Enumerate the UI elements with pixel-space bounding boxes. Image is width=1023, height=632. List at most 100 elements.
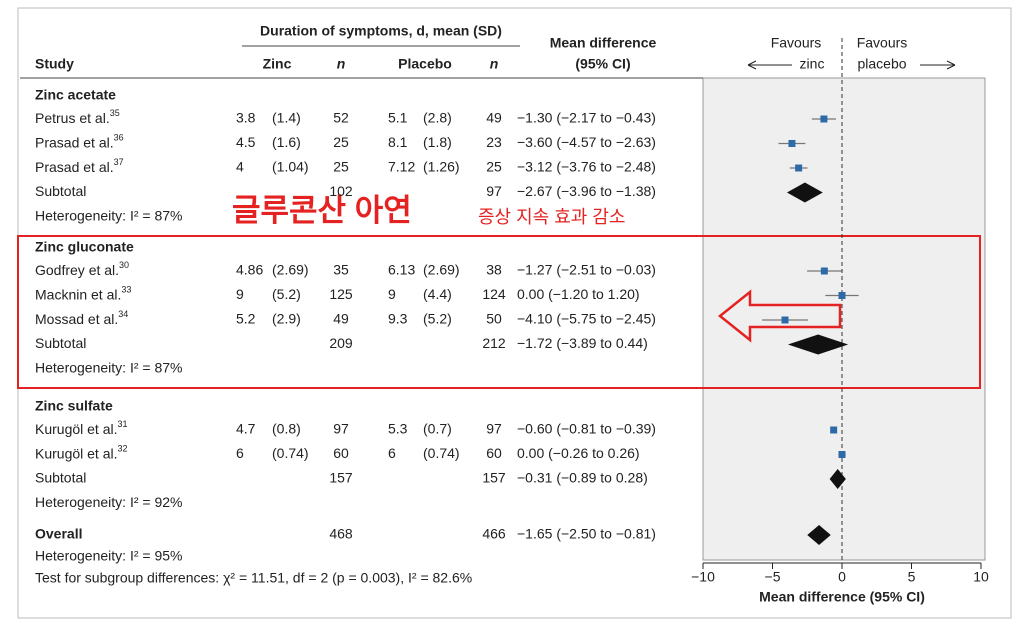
- placebo-sd: (2.69): [423, 262, 460, 278]
- zinc-header: Zinc: [263, 56, 292, 72]
- x-tick-label: 5: [908, 569, 916, 585]
- reference: 34: [118, 309, 128, 319]
- zinc-mean: 4.5: [236, 134, 256, 150]
- point-estimate: [820, 115, 828, 123]
- study-name: Prasad et al.36: [35, 133, 124, 150]
- mean-difference: −3.12 (−3.76 to −2.48): [517, 159, 656, 175]
- point-estimate: [820, 267, 828, 275]
- zinc-n: 25: [333, 134, 349, 150]
- zinc-n: 25: [333, 159, 349, 175]
- zinc-sd: (2.9): [272, 311, 301, 327]
- point-estimate: [838, 292, 846, 299]
- md-header: Mean difference: [550, 35, 657, 51]
- x-tick-label: 10: [973, 569, 989, 585]
- study-label: Kurugöl et al.: [35, 445, 118, 461]
- study-name: Godfrey et al.30: [35, 260, 129, 277]
- placebo-n-total: 157: [482, 470, 506, 486]
- placebo-mean: 7.12: [388, 159, 415, 175]
- zinc-n: 49: [333, 311, 349, 327]
- heterogeneity: Heterogeneity: I² = 92%: [35, 494, 182, 510]
- x-axis-label: Mean difference (95% CI): [759, 589, 925, 605]
- placebo-sd: (2.8): [423, 110, 452, 126]
- study-label: Prasad et al.: [35, 134, 114, 150]
- placebo-n: 23: [486, 134, 502, 150]
- zinc-mean: 4: [236, 159, 244, 175]
- study-name: Macknin et al.33: [35, 285, 131, 302]
- group-header: Duration of symptoms, d, mean (SD): [260, 23, 502, 39]
- favours-right: Favours: [857, 35, 908, 51]
- n-header: n: [490, 56, 499, 72]
- zinc-sd: (2.69): [272, 262, 309, 278]
- summary-diamond: [786, 182, 823, 203]
- favours-left: Favours: [771, 35, 822, 51]
- mean-difference: −2.67 (−3.96 to −1.38): [517, 183, 656, 199]
- summary-diamond: [807, 525, 831, 545]
- subtotal-label: Subtotal: [35, 470, 86, 486]
- reference: 37: [114, 157, 124, 167]
- mean-difference: −1.72 (−3.89 to 0.44): [517, 335, 648, 351]
- zinc-mean: 5.2: [236, 311, 256, 327]
- placebo-sd: (0.74): [423, 445, 460, 461]
- annotation-title: 글루콘산 아연: [232, 193, 412, 228]
- zinc-n-total: 209: [329, 335, 353, 351]
- x-tick-label: 0: [838, 569, 846, 585]
- heterogeneity: Heterogeneity: I² = 87%: [35, 360, 182, 376]
- placebo-mean: 9: [388, 286, 396, 302]
- subgroup-test: Test for subgroup differences: χ² = 11.5…: [35, 570, 472, 586]
- placebo-n-total: 466: [482, 526, 506, 542]
- favours-right-label: placebo: [857, 56, 906, 72]
- zinc-mean: 9: [236, 286, 244, 302]
- placebo-n-total: 212: [482, 335, 506, 351]
- point-estimate: [830, 426, 838, 434]
- point-estimate: [788, 140, 796, 147]
- placebo-mean: 8.1: [388, 134, 408, 150]
- zinc-sd: (1.04): [272, 159, 309, 175]
- zinc-n-total: 102: [329, 183, 353, 199]
- study-label: Kurugöl et al.: [35, 421, 118, 437]
- annotation-subtitle: 증상 지속 효과 감소: [478, 207, 625, 227]
- zinc-sd: (1.4): [272, 110, 301, 126]
- point-estimate: [838, 451, 846, 458]
- mean-difference: 0.00 (−0.26 to 0.26): [517, 445, 640, 461]
- zinc-n: 125: [329, 286, 353, 302]
- md-ci-header: (95% CI): [575, 56, 630, 72]
- placebo-n: 97: [486, 421, 502, 437]
- zinc-sd: (0.74): [272, 445, 309, 461]
- mean-difference: −1.27 (−2.51 to −0.03): [517, 262, 656, 278]
- group-title: Zinc sulfate: [35, 398, 113, 414]
- reference: 36: [114, 133, 124, 143]
- zinc-sd: (5.2): [272, 286, 301, 302]
- favours-left-label: zinc: [800, 56, 825, 72]
- placebo-mean: 5.1: [388, 110, 408, 126]
- heterogeneity: Heterogeneity: I² = 87%: [35, 208, 182, 224]
- group-title: Zinc gluconate: [35, 239, 134, 255]
- subtotal-label: Subtotal: [35, 335, 86, 351]
- placebo-header: Placebo: [398, 56, 452, 72]
- zinc-n: 97: [333, 421, 349, 437]
- summary-diamond: [787, 334, 849, 355]
- zinc-sd: (1.6): [272, 134, 301, 150]
- zinc-mean: 6: [236, 445, 244, 461]
- placebo-mean: 5.3: [388, 421, 408, 437]
- placebo-sd: (1.26): [423, 159, 460, 175]
- x-tick-label: −5: [765, 569, 781, 585]
- placebo-n: 50: [486, 311, 502, 327]
- plot-panel: [702, 77, 986, 561]
- heterogeneity: Heterogeneity: I² = 95%: [35, 548, 182, 564]
- zinc-n: 60: [333, 445, 349, 461]
- zinc-mean: 4.7: [236, 421, 256, 437]
- study-header: Study: [35, 56, 74, 72]
- study-label: Godfrey et al.: [35, 262, 119, 278]
- placebo-n: 38: [486, 262, 502, 278]
- reference: 30: [119, 260, 129, 270]
- study-label: Macknin et al.: [35, 286, 121, 302]
- overall-label: Overall: [35, 526, 82, 542]
- placebo-sd: (0.7): [423, 421, 452, 437]
- zinc-n-total: 468: [329, 526, 353, 542]
- reference: 33: [121, 285, 131, 295]
- highlight-arrow: [717, 289, 842, 343]
- mean-difference: −1.30 (−2.17 to −0.43): [517, 110, 656, 126]
- x-tick-label: −10: [691, 569, 715, 585]
- study-label: Mossad et al.: [35, 311, 118, 327]
